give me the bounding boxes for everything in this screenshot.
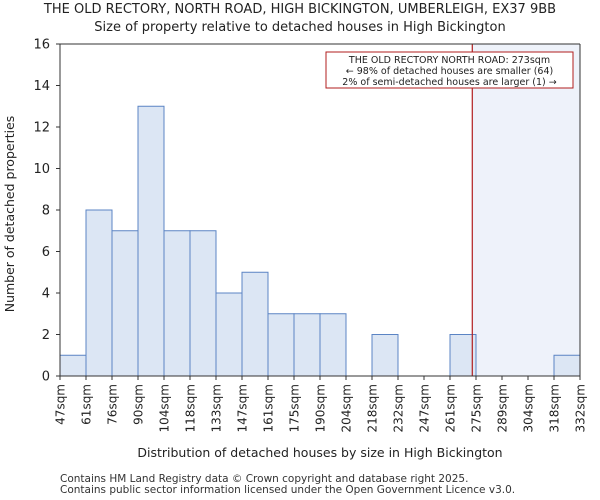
y-tick-label: 6 — [42, 245, 50, 260]
x-tick-label: 218sqm — [366, 384, 380, 432]
bar — [241, 271, 269, 377]
x-tick-label: 232sqm — [392, 384, 406, 432]
chart-title: THE OLD RECTORY, NORTH ROAD, HIGH BICKIN… — [43, 2, 557, 17]
bar — [319, 313, 347, 377]
bar — [137, 105, 165, 377]
x-axis-title: Distribution of detached houses by size … — [137, 445, 502, 460]
bar — [293, 313, 321, 377]
bar — [189, 230, 217, 377]
y-tick-label: 12 — [33, 121, 50, 136]
x-tick-label: 289sqm — [496, 384, 510, 432]
x-tick-label: 318sqm — [548, 384, 562, 432]
y-axis-title: Number of detached properties — [2, 116, 17, 313]
x-tick-label: 261sqm — [444, 384, 458, 432]
bar — [553, 354, 581, 377]
annotation-box — [325, 51, 574, 89]
footer-licence: Contains public sector information licen… — [60, 484, 516, 496]
y-tick-label: 14 — [33, 79, 50, 94]
bar — [85, 209, 113, 377]
y-tick-label: 0 — [42, 370, 50, 385]
bar — [111, 230, 139, 377]
bar — [267, 313, 295, 377]
x-tick-label: 133sqm — [210, 384, 224, 432]
x-tick-label: 190sqm — [314, 384, 328, 432]
annotation-line: ← 98% of detached houses are smaller (64… — [346, 66, 553, 77]
y-tick-label: 8 — [42, 204, 50, 219]
x-tick-label: 76sqm — [106, 384, 120, 425]
chart-subtitle: Size of property relative to detached ho… — [94, 20, 506, 35]
bar — [215, 292, 243, 377]
annotation-line: THE OLD RECTORY NORTH ROAD: 273sqm — [348, 55, 550, 66]
x-tick-label: 47sqm — [54, 384, 68, 425]
annotation-line: 2% of semi-detached houses are larger (1… — [342, 77, 556, 88]
x-tick-label: 247sqm — [418, 384, 432, 432]
x-tick-label: 61sqm — [80, 384, 94, 425]
x-tick-label: 175sqm — [288, 384, 302, 432]
x-tick-label: 118sqm — [184, 384, 198, 432]
x-tick-label: 304sqm — [522, 384, 536, 432]
x-tick-label: 332sqm — [574, 384, 588, 432]
bar — [371, 334, 399, 377]
x-tick-label: 147sqm — [236, 384, 250, 432]
x-tick-label: 275sqm — [470, 384, 484, 432]
bar — [59, 354, 87, 377]
y-tick-label: 2 — [42, 328, 50, 343]
bar — [449, 334, 477, 377]
x-tick-label: 161sqm — [262, 384, 276, 432]
y-tick-label: 10 — [33, 162, 50, 177]
footer-copyright: Contains HM Land Registry data © Crown c… — [60, 473, 469, 485]
x-tick-label: 104sqm — [158, 384, 172, 432]
x-tick-label: 204sqm — [340, 384, 354, 432]
bar — [163, 230, 191, 377]
y-tick-label: 16 — [33, 38, 50, 53]
y-tick-label: 4 — [42, 287, 50, 302]
larger-region-shade — [472, 44, 580, 376]
x-tick-label: 90sqm — [132, 384, 146, 425]
